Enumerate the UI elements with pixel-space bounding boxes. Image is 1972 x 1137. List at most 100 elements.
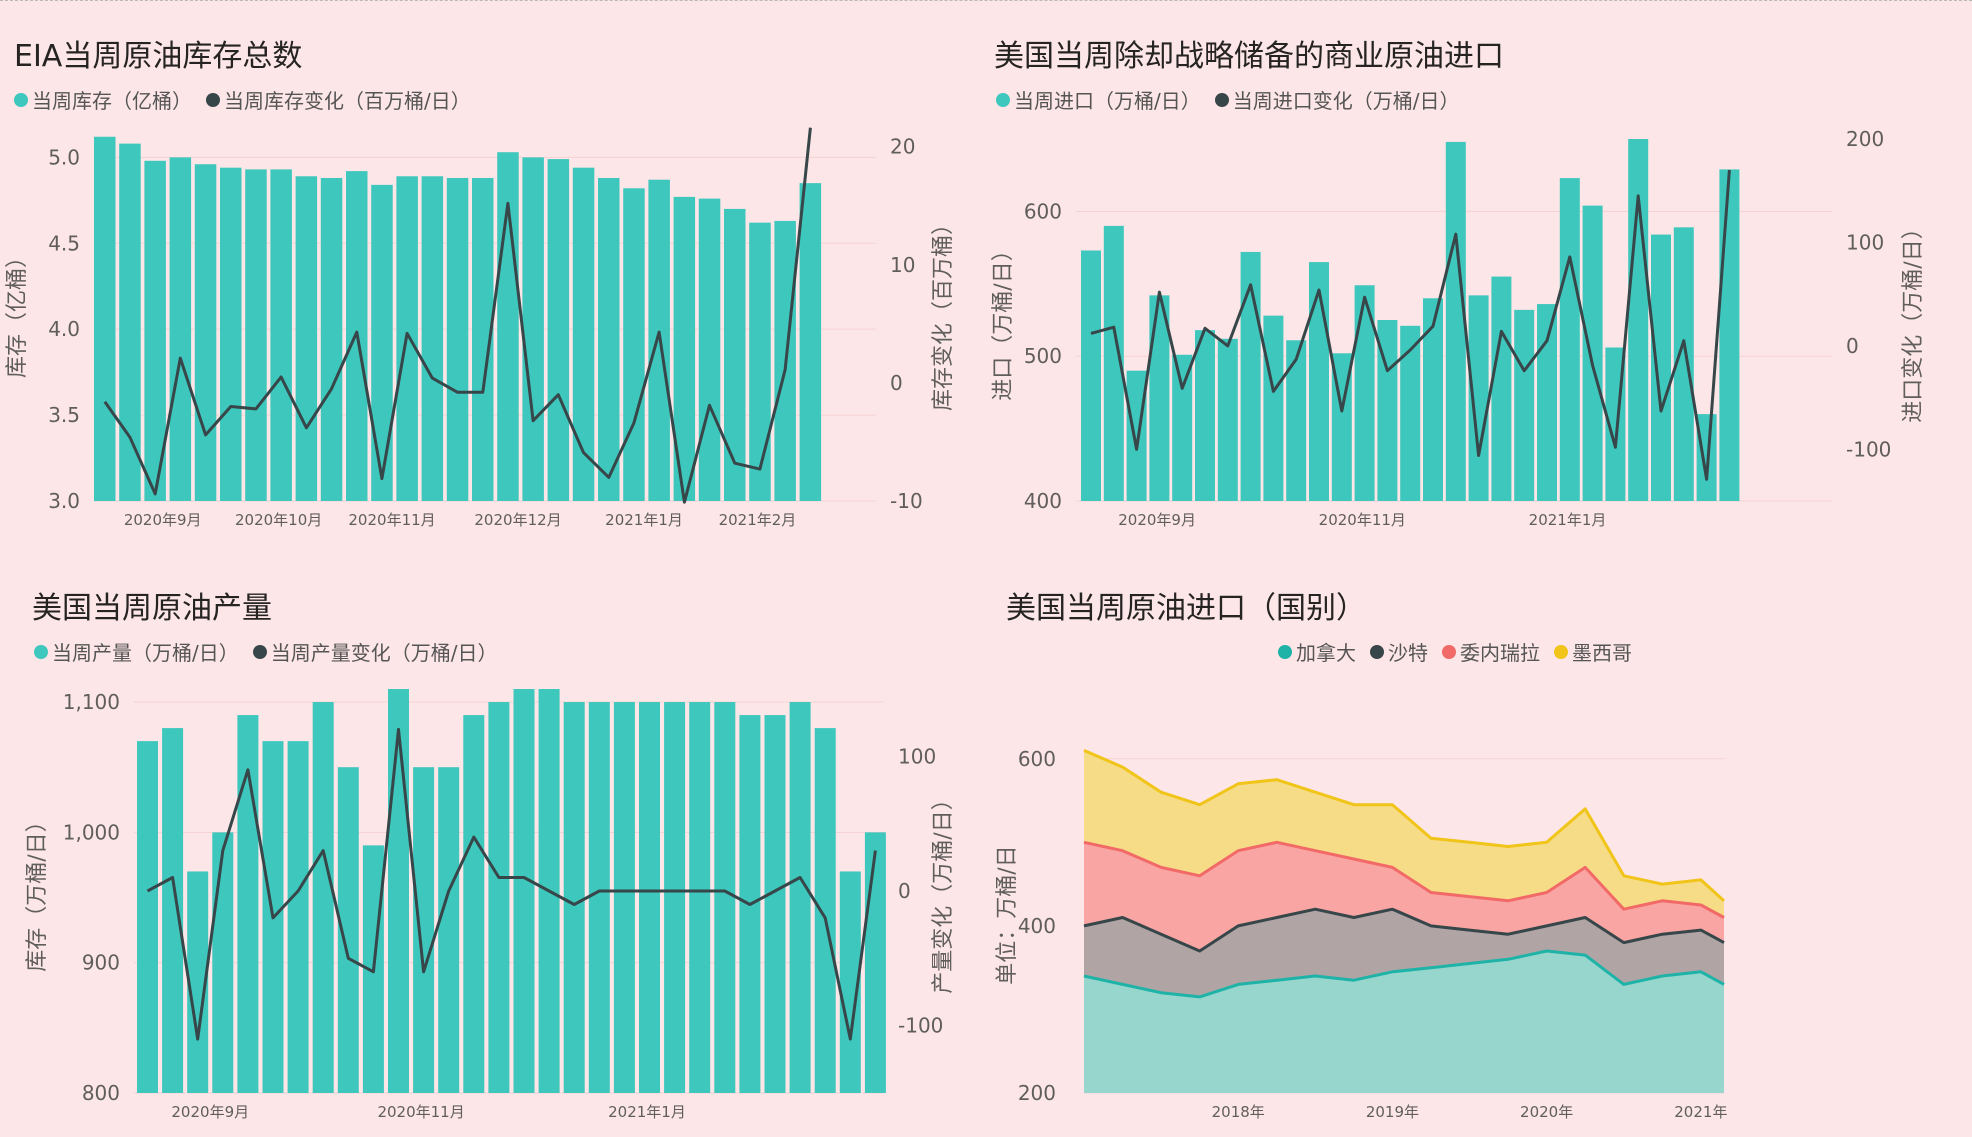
x-tick-label: 2021年1月 [605, 511, 683, 529]
bar [1696, 414, 1717, 501]
legend-item-inventory-change[interactable]: 当周库存变化（百万桶/日） [206, 85, 471, 114]
x-tick-label: 2020年9月 [124, 511, 202, 529]
bar [295, 176, 318, 501]
legend-label: 当周库存（亿桶） [32, 89, 192, 113]
line-venezuela [1083, 840, 1725, 919]
bar [547, 159, 570, 501]
legend-label: 沙特 [1388, 641, 1428, 665]
x-tick-label: 2019年 [1366, 1103, 1419, 1121]
bar [1719, 169, 1740, 501]
bar [724, 208, 746, 501]
y-left-tick-label: 200 [1018, 1081, 1056, 1105]
bar [119, 143, 141, 502]
y-left-tick-label: 5.0 [48, 145, 80, 169]
y-right-tick-label: -10 [890, 489, 923, 513]
legend-item-production[interactable]: 当周产量（万桶/日） [34, 637, 239, 666]
bar [563, 702, 585, 1093]
bar [664, 702, 686, 1093]
bar [220, 167, 242, 501]
area-canada [1084, 951, 1724, 1093]
y-right-tick-label: 100 [898, 744, 936, 768]
y-left-tick-label: 500 [1024, 344, 1062, 368]
y-left-tick-label: 400 [1024, 489, 1062, 513]
imports-title: 美国当周除却战略储备的商业原油进口 [994, 39, 1504, 74]
bar [613, 702, 635, 1093]
bar [814, 728, 836, 1093]
y-left-tick-label: 400 [1018, 914, 1056, 938]
legend-item-imports-change[interactable]: 当周进口变化（万桶/日） [1214, 85, 1460, 114]
legend-item-production-change[interactable]: 当周产量变化（万桶/日） [252, 637, 498, 666]
bar [312, 702, 334, 1093]
bar [1673, 227, 1694, 501]
legend-item-saudi[interactable]: 沙特 [1370, 637, 1428, 666]
line-canada [1083, 949, 1725, 999]
bar [1423, 298, 1443, 501]
legend-item-mexico[interactable]: 墨西哥 [1554, 637, 1632, 666]
bar [673, 196, 696, 501]
bar [1628, 139, 1649, 501]
bar [144, 160, 166, 502]
x-tick-label: 2020年9月 [171, 1103, 249, 1121]
bar [588, 702, 610, 1093]
bar [1103, 225, 1124, 501]
bar [714, 702, 736, 1093]
bar [1559, 178, 1580, 501]
production-chart: 800 900 1,000 1,100 -100 0 100 2020年9月 2020年11月 2… [25, 689, 956, 1121]
x-tick-label: 2021年2月 [719, 511, 797, 529]
y-left-tick-label: 4.0 [48, 317, 80, 341]
y-right-axis-label: 库存变化（百万桶） [931, 213, 956, 411]
bar [137, 741, 158, 1093]
bar [864, 832, 886, 1093]
bar [1537, 304, 1557, 501]
by-country-chart: 200 400 600 2018年 2019年 2020年 2021年 单位：万桶/日 [995, 747, 1727, 1121]
bar [749, 222, 771, 501]
bar [320, 177, 343, 501]
x-tick-label: 2020年11月 [348, 511, 435, 529]
bar [799, 183, 822, 502]
production-panel: 美国当周原油产量 当周产量（万桶/日） 当周产量变化（万桶/日） 800 900 1… [0, 571, 960, 1137]
bar [1445, 141, 1466, 501]
series-line [103, 127, 812, 504]
legend-item-venezuela[interactable]: 委内瑞拉 [1442, 637, 1540, 666]
by-country-legend: 加拿大 沙特 委内瑞拉 墨西哥 [1278, 637, 1646, 666]
bar [789, 702, 811, 1093]
bar [689, 702, 711, 1093]
y-right-tick-label: 100 [1846, 230, 1884, 254]
y-left-tick-label: 4.5 [48, 231, 80, 255]
x-tick-label: 2020年10月 [235, 511, 322, 529]
bar [1400, 325, 1421, 501]
y-left-tick-label: 900 [82, 951, 120, 975]
y-left-tick-label: 1,000 [63, 820, 120, 844]
bar [1217, 338, 1238, 501]
y-right-tick-label: 0 [1846, 334, 1859, 358]
x-tick-label: 2020年11月 [1319, 511, 1406, 529]
bar [245, 169, 267, 501]
imports-legend: 当周进口（万桶/日） 当周进口变化（万桶/日） [996, 85, 1474, 114]
legend-item-imports[interactable]: 当周进口（万桶/日） [996, 85, 1201, 114]
bar [1172, 354, 1193, 501]
bar [623, 188, 645, 502]
legend-label: 当周进口（万桶/日） [1014, 89, 1201, 113]
bar [1514, 309, 1535, 501]
legend-item-canada[interactable]: 加拿大 [1278, 637, 1356, 666]
bar [194, 164, 217, 501]
line-mexico [1083, 749, 1726, 902]
y-left-tick-label: 1,100 [63, 690, 120, 714]
bar [839, 871, 861, 1093]
inventory-chart: 3.0 3.5 4.0 4.5 5.0 -10 0 10 20 2020年9月 2020年10月 20… [5, 127, 956, 529]
bar [1149, 295, 1170, 501]
bar [94, 136, 116, 501]
bar [1081, 250, 1101, 501]
x-tick-label: 2020年12月 [474, 511, 561, 529]
legend-label: 委内瑞拉 [1460, 641, 1540, 665]
legend-label: 当周产量（万桶/日） [52, 641, 239, 665]
series-line [146, 727, 877, 1041]
bar [287, 741, 309, 1093]
x-tick-label: 2021年1月 [608, 1103, 686, 1121]
y-left-tick-label: 600 [1024, 199, 1062, 223]
y-left-axis-label: 单位：万桶/日 [995, 845, 1020, 984]
legend-item-inventory[interactable]: 当周库存（亿桶） [14, 85, 192, 114]
y-right-tick-label: 0 [890, 371, 903, 395]
production-legend: 当周产量（万桶/日） 当周产量变化（万桶/日） [34, 637, 512, 666]
